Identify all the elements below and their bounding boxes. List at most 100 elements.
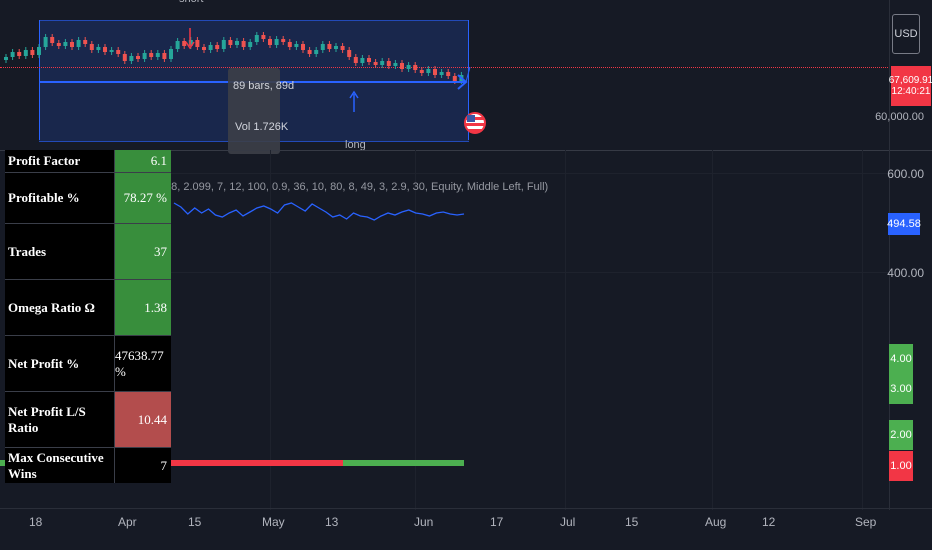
main-price-chart <box>4 28 471 112</box>
candle-body <box>347 50 352 57</box>
candle-body <box>373 62 378 65</box>
metric-value: 6.1 <box>115 150 171 172</box>
range-box-right-edge <box>468 20 469 140</box>
metric-value: 47638.77 % <box>115 336 171 391</box>
candle-body <box>23 50 28 56</box>
candle-body <box>96 47 101 50</box>
candle-body <box>70 42 74 47</box>
candle-body <box>261 35 266 39</box>
metric-value: 10.44 <box>115 392 171 447</box>
candle-body <box>228 40 233 45</box>
date-label: Sep <box>855 515 877 529</box>
candle-body <box>30 50 35 55</box>
grid-line <box>270 150 271 510</box>
indicator-scale-top: 600.00 <box>887 167 924 181</box>
candle-body <box>56 43 61 46</box>
candle-body <box>380 61 385 65</box>
metric-label: Profit Factor <box>5 150 115 172</box>
pane-separator <box>0 150 932 151</box>
candle-body <box>188 40 193 46</box>
metric-label: Profitable % <box>5 173 115 223</box>
grid-line <box>171 272 889 273</box>
candle-body <box>287 42 292 47</box>
metric-label: Net Profit L/S Ratio <box>5 392 115 447</box>
candle-body <box>367 58 371 62</box>
score-badge-2: 2.00 <box>889 420 913 450</box>
metric-value: 7 <box>115 448 171 483</box>
candle-body <box>360 58 365 63</box>
metric-value: 78.27 % <box>115 173 171 223</box>
indicator-scale-mid: 400.00 <box>887 266 924 280</box>
candle-body <box>254 35 259 42</box>
metric-label: Omega Ratio Ω <box>5 280 115 335</box>
candle-body <box>413 65 418 70</box>
candle-body <box>10 52 15 57</box>
date-label: Jul <box>560 515 576 529</box>
score-bar-red <box>171 460 343 466</box>
candle-body <box>301 44 305 50</box>
countdown-timer: 12:40:21 <box>891 86 931 97</box>
candle-body <box>89 44 94 50</box>
candle-body <box>433 69 437 75</box>
score-badge-1: 1.00 <box>889 451 913 481</box>
range-box-left-edge <box>39 20 40 140</box>
indicator-value-tag: 494.58 <box>887 213 921 235</box>
date-label: May <box>262 515 285 529</box>
metric-label: Max Consecutive Wins <box>5 448 115 483</box>
grid-line <box>415 150 416 510</box>
candle-body <box>334 46 338 49</box>
candle-body <box>76 40 81 47</box>
grid-line <box>712 150 713 510</box>
price-scale[interactable] <box>889 0 932 510</box>
score-bar-green <box>343 460 464 466</box>
candle-body <box>83 40 88 44</box>
score-badge-4: 4.00 <box>889 344 913 374</box>
candle-body <box>109 50 114 52</box>
range-bars-label: 89 bars, 89d <box>233 80 295 92</box>
candle-body <box>202 47 206 50</box>
candle-body <box>439 72 444 75</box>
candle-body <box>274 39 279 45</box>
candle-body <box>327 44 332 49</box>
candle-body <box>169 49 173 59</box>
candle-body <box>175 41 180 49</box>
candle-body <box>129 56 134 61</box>
candle-body <box>452 76 457 81</box>
candle-body <box>446 72 451 76</box>
candle-body <box>103 47 107 52</box>
date-label: 18 <box>29 515 43 529</box>
long-label: long <box>345 139 366 151</box>
date-label: Jun <box>414 515 434 529</box>
date-label: 15 <box>625 515 639 529</box>
metric-row: Trades 37 <box>5 224 171 280</box>
date-label: Aug <box>705 515 727 529</box>
candle-body <box>426 69 431 73</box>
last-price-tag: 67,609.91 12:40:21 <box>888 66 932 106</box>
price-level-label: 60,000.00 <box>875 111 924 123</box>
candle-body <box>400 63 404 69</box>
score-badge-3: 3.00 <box>889 374 913 404</box>
candle-body <box>4 57 8 60</box>
metrics-table: Profit Factor 6.1 Profitable % 78.27 % T… <box>5 150 171 483</box>
candle-body <box>149 53 154 57</box>
date-label: Apr <box>118 515 137 529</box>
candle-body <box>419 70 424 73</box>
grid-line <box>862 150 863 510</box>
candle-body <box>248 42 253 47</box>
candle-body <box>43 37 48 47</box>
metric-label: Trades <box>5 224 115 279</box>
candle-body <box>340 46 345 50</box>
last-price-value: 67,609.91 <box>888 75 932 86</box>
us-flag-canton-icon <box>467 115 475 122</box>
date-label: 13 <box>325 515 339 529</box>
grid-line <box>171 173 889 174</box>
metric-label: Net Profit % <box>5 336 115 391</box>
candle-body <box>320 44 325 50</box>
candle-body <box>268 39 272 45</box>
currency-button[interactable]: USD <box>892 14 920 54</box>
metric-row: Profit Factor 6.1 <box>5 150 171 173</box>
score-bar-left <box>0 460 5 466</box>
metric-row: Omega Ratio Ω 1.38 <box>5 280 171 336</box>
candle-body <box>37 47 41 55</box>
candle-body <box>386 61 391 66</box>
